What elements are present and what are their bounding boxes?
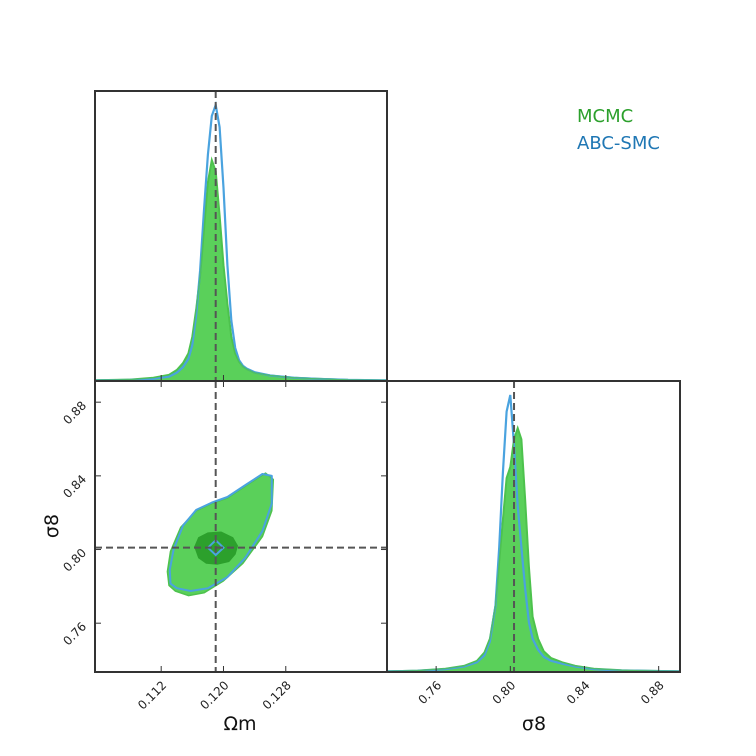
omega-m-marginal-panel <box>94 90 388 382</box>
sigma8-marginal-tick-label: 0.80 <box>490 678 519 707</box>
omega-m-tick-label: 0.120 <box>197 678 231 712</box>
sigma8-abc-smc-density <box>387 394 680 672</box>
sigma8-marginal-tick-label: 0.84 <box>564 678 593 707</box>
abc-smc-95-contour <box>168 473 273 592</box>
sigma8-mcmc-density <box>387 425 680 672</box>
omega-m-mcmc-density <box>95 156 387 381</box>
x-axis-label-omega-m: Ωm <box>223 713 256 735</box>
sigma8-mcmc-edge <box>387 426 680 672</box>
sigma8-tick-label: 0.88 <box>60 398 89 427</box>
sigma8-marginal-tick-label: 0.76 <box>415 678 444 707</box>
joint-contour-panel: 0.112 0.120 0.128 0.76 0.80 0.84 0.88 <box>60 380 388 712</box>
omega-m-abc-smc-density <box>95 100 387 381</box>
sigma8-tick-label: 0.76 <box>60 619 89 648</box>
legend: MCMC ABC-SMC <box>577 106 660 154</box>
omega-m-marginal-frame <box>94 90 388 382</box>
sigma8-tick-label: 0.84 <box>60 472 89 501</box>
legend-abc-smc: ABC-SMC <box>577 133 660 154</box>
omega-m-mcmc-edge <box>95 157 387 381</box>
omega-m-tick-label: 0.128 <box>260 678 294 712</box>
x-axis-label-sigma8: σ8 <box>522 713 546 735</box>
sigma8-marginal-tick-label: 0.88 <box>638 678 667 707</box>
sigma8-tick-label: 0.80 <box>60 546 89 575</box>
y-axis-label-sigma8: σ8 <box>41 514 63 538</box>
legend-mcmc: MCMC <box>577 106 633 127</box>
abc-smc-68-contour <box>206 538 225 557</box>
sigma8-marginal-panel: 0.76 0.80 0.84 0.88 <box>386 380 681 707</box>
omega-m-tick-label: 0.112 <box>135 678 169 712</box>
sigma8-marginal-frame <box>386 380 681 673</box>
